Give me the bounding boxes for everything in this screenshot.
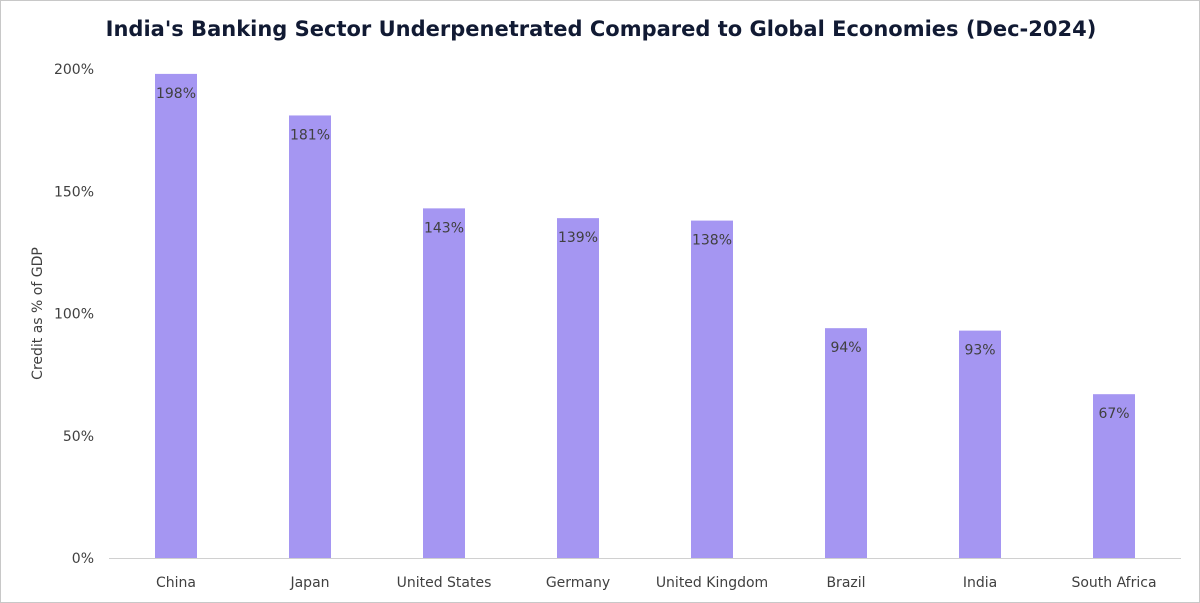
data-label: 139% (558, 230, 598, 246)
bar (959, 330, 1001, 558)
data-label: 94% (830, 340, 861, 356)
data-label: 181% (290, 127, 330, 143)
y-tick-label: 50% (63, 429, 94, 445)
x-tick-label: Germany (546, 575, 610, 591)
y-tick-label: 0% (72, 551, 94, 567)
data-label: 67% (1098, 406, 1129, 422)
bar (289, 115, 331, 558)
x-tick-label: United States (397, 575, 492, 591)
data-label: 198% (156, 86, 196, 102)
data-label: 93% (964, 343, 995, 359)
x-tick-label: South Africa (1071, 575, 1156, 591)
bar (423, 208, 465, 559)
bar (557, 218, 599, 558)
data-label: 138% (692, 233, 732, 249)
bar (1093, 394, 1135, 558)
x-tick-label: Japan (289, 575, 329, 591)
x-tick-label: United Kingdom (656, 575, 768, 591)
y-tick-label: 200% (54, 62, 94, 78)
data-label: 143% (424, 220, 464, 236)
bar (691, 220, 733, 558)
y-tick-label: 100% (54, 307, 94, 323)
y-tick-label: 150% (54, 184, 94, 200)
y-axis-label: Credit as % of GDP (30, 247, 46, 380)
bar (155, 73, 197, 558)
bar (825, 328, 867, 558)
x-tick-label: Brazil (826, 575, 865, 591)
x-tick-label: India (963, 575, 997, 591)
x-tick-label: China (156, 575, 196, 591)
chart-title: India's Banking Sector Underpenetrated C… (105, 17, 1097, 41)
